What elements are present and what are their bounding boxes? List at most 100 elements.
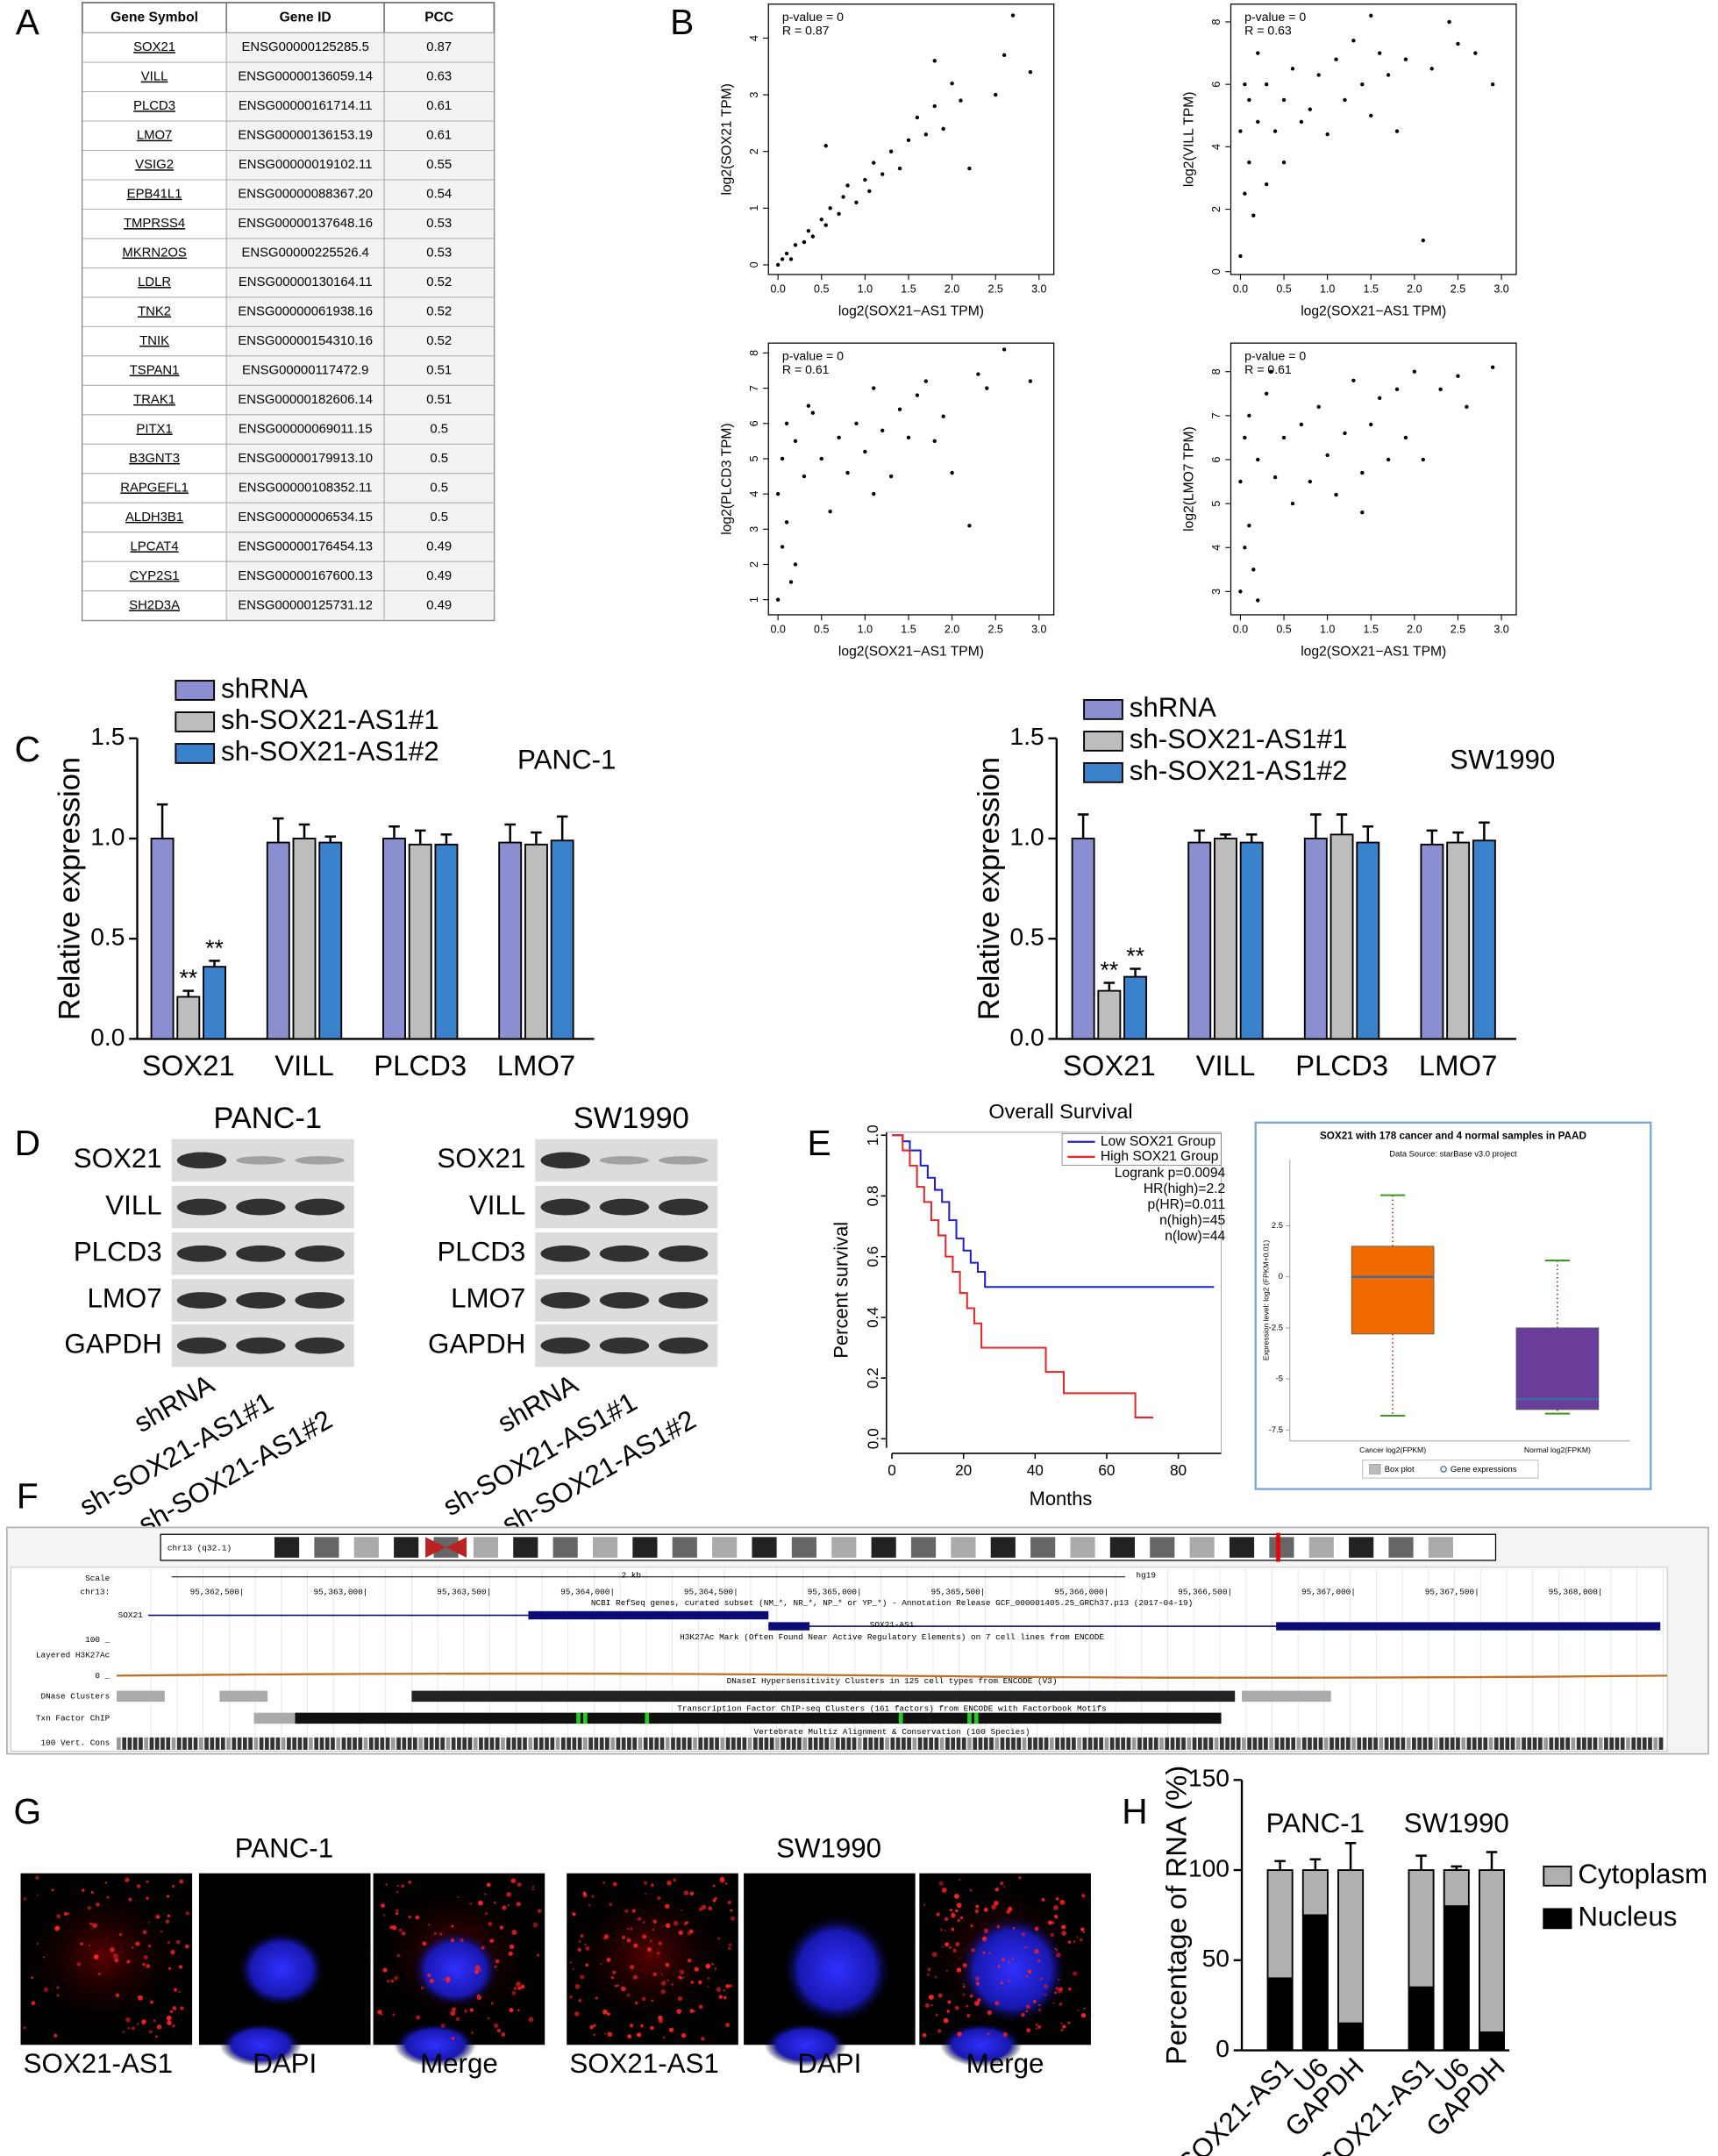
conservation [1537, 1737, 1543, 1750]
gene-link[interactable]: PLCD3 [133, 99, 175, 113]
conservation [797, 1737, 802, 1750]
conservation [1022, 1737, 1027, 1750]
x-tick-label: 0.0 [770, 623, 785, 635]
x-tick-label: LMO7 [1419, 1049, 1497, 1082]
gene-link[interactable]: LDLR [138, 275, 171, 289]
rna-dot [579, 1940, 581, 1943]
rna-dot [56, 1994, 60, 1997]
blot-row-label: VILL [105, 1189, 161, 1220]
rna-dot [1073, 1940, 1076, 1943]
conservation [1483, 1737, 1488, 1750]
conservation [1582, 1737, 1586, 1750]
rna-dot [1052, 2002, 1055, 2004]
conservation [693, 1737, 697, 1750]
rna-dot [688, 1958, 692, 1963]
conservation [407, 1737, 412, 1750]
error-bar [182, 989, 195, 997]
gene-link[interactable]: SH2D3A [129, 598, 180, 612]
x-tick-label: PLCD3 [374, 1049, 467, 1082]
gene-link[interactable]: RAPGEFL1 [120, 481, 189, 495]
gene-link[interactable]: B3GNT3 [129, 452, 180, 466]
gene-link[interactable]: TNIK [139, 334, 169, 348]
conservation [1318, 1737, 1323, 1750]
gene-link[interactable]: TSPAN1 [130, 364, 180, 378]
gene-link[interactable]: MKRN2OS [122, 246, 187, 261]
gene-link[interactable]: LMO7 [137, 129, 172, 143]
annotation: p-value = 0 [782, 10, 844, 24]
point [1247, 160, 1251, 165]
gene-link[interactable]: SOX21 [133, 40, 175, 54]
bar-segment [1301, 1869, 1329, 1917]
rna-dot [944, 1917, 949, 1922]
x-tick-label: 2.0 [945, 282, 959, 295]
point [932, 439, 937, 444]
ideogram-band [632, 1537, 658, 1558]
gene-link[interactable]: PITX1 [136, 422, 172, 436]
rna-dot [37, 1894, 39, 1896]
annotation: R = 0.63 [1244, 24, 1292, 38]
rna-dot [137, 1995, 142, 2000]
panel-label: H [1122, 1791, 1147, 1831]
point [1272, 475, 1278, 480]
chart-title: Overall Survival [988, 1100, 1132, 1123]
rna-dot [617, 1984, 620, 1987]
point [863, 449, 867, 454]
gene-link[interactable]: ALDH3B1 [125, 510, 183, 525]
rna-dot [125, 2017, 131, 2023]
rna-dot [595, 1996, 598, 2000]
table-cell [383, 560, 495, 592]
table-cell [225, 443, 385, 475]
table-text: 0.51 [426, 393, 452, 407]
table-text: ENSG00000019102.11 [239, 158, 373, 172]
rna-dot [445, 1976, 451, 1982]
blot-band [295, 1245, 345, 1262]
table-text: 0.61 [426, 129, 452, 143]
conservation [1323, 1737, 1329, 1750]
blot-row-label: GAPDH [64, 1328, 161, 1359]
rna-dot [172, 2006, 176, 2010]
table-cell [225, 150, 385, 181]
conservation [1406, 1737, 1411, 1750]
table-cell [225, 473, 385, 503]
point [788, 257, 794, 261]
rna-dot [630, 1965, 635, 1970]
conservation [297, 1737, 303, 1750]
table-cell [82, 208, 227, 239]
gene-link[interactable]: CYP2S1 [130, 569, 180, 583]
gene-link[interactable]: TRAK1 [133, 393, 175, 407]
gene-link[interactable]: LPCAT4 [131, 539, 179, 553]
rna-dot [160, 1930, 163, 1933]
scale-label: Scale [85, 1574, 110, 1583]
x-tick-label: 20 [955, 1461, 972, 1479]
gene-link[interactable]: TMPRSS4 [124, 217, 185, 231]
rna-dot [1068, 1987, 1072, 1991]
tf-cluster [253, 1712, 296, 1724]
point [1369, 13, 1373, 18]
conservation [528, 1737, 533, 1750]
x-tick-label: 2.5 [1451, 282, 1465, 295]
table-cell [82, 532, 227, 562]
point [923, 379, 929, 383]
error-bar [1344, 1841, 1357, 1871]
gene-link[interactable]: EPB41L1 [127, 188, 182, 202]
conservation [467, 1737, 473, 1750]
error-bar [156, 803, 168, 839]
gene-link[interactable]: VILL [141, 70, 168, 84]
point [1256, 51, 1260, 55]
gene-link[interactable]: TNK2 [138, 305, 171, 319]
conservation [1197, 1737, 1202, 1750]
conservation [1527, 1737, 1532, 1750]
rna-dot [996, 1924, 1001, 1929]
x-tick-label: 2.5 [988, 282, 1003, 295]
rna-dot [511, 1990, 517, 1995]
point [1403, 57, 1408, 61]
conservation [1175, 1737, 1180, 1750]
centromere [425, 1537, 467, 1558]
point [950, 470, 954, 475]
y-tick-label: 1.5 [1010, 723, 1044, 750]
conservation [1044, 1737, 1049, 1750]
rna-dot [698, 1907, 702, 1911]
rna-dot [1047, 1920, 1053, 1925]
rna-dot [1056, 1917, 1059, 1919]
gene-link[interactable]: VSIG2 [135, 158, 174, 172]
